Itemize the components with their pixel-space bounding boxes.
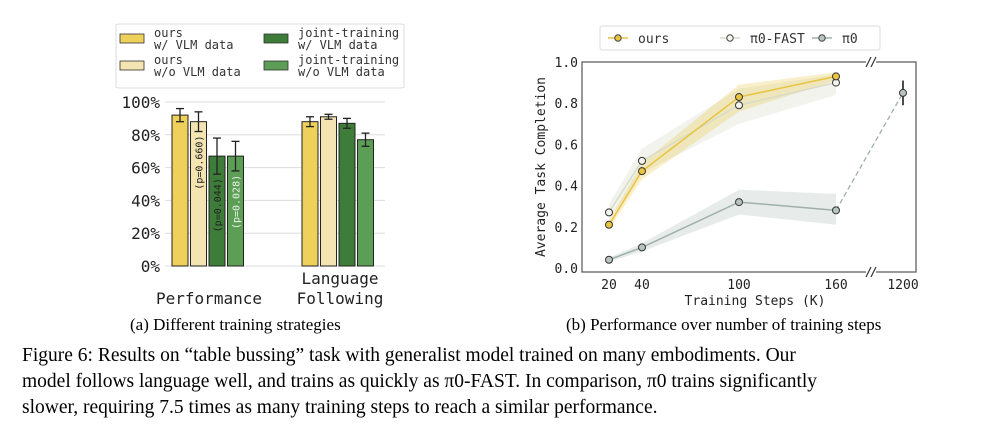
data-point xyxy=(735,198,743,207)
data-point xyxy=(638,156,646,165)
x-category-label: Performance xyxy=(156,289,262,308)
axis-break-mark xyxy=(865,56,872,68)
series-line xyxy=(608,75,837,226)
y-tick-label: 20% xyxy=(131,224,160,243)
axis-break-mark xyxy=(870,56,877,68)
legend-label: w/ VLM data xyxy=(154,38,233,52)
axis-break-mask xyxy=(866,266,876,278)
p-value-label: (p=0.028) xyxy=(232,175,243,229)
y-tick-label: 0.4 xyxy=(555,180,579,195)
x-category-label: Language xyxy=(301,269,378,288)
x-tick-label: 40 xyxy=(634,278,650,293)
p-value-label: (p=0.660) xyxy=(195,136,206,190)
caption-line: Figure 6: Results on “table bussing” tas… xyxy=(22,345,796,366)
confidence-band xyxy=(609,72,836,229)
series-line xyxy=(608,81,837,213)
y-tick-label: 0.6 xyxy=(555,138,578,153)
data-point xyxy=(638,167,646,176)
legend-label: joint-training xyxy=(298,53,399,67)
y-tick-label: 100% xyxy=(121,93,160,112)
legend-label: w/o VLM data xyxy=(154,65,241,79)
bar xyxy=(338,122,356,267)
legend-label: w/o VLM data xyxy=(298,65,385,79)
axis-break-mark xyxy=(870,266,877,278)
line-chart: ours π0-FAST π0 0.0 0.2 0.4 0.6 0.8 1.0 20 40 100 16… xyxy=(534,25,919,309)
axis-break-mark xyxy=(865,266,872,278)
p-value-label: (p=0.044) xyxy=(213,178,224,232)
data-point xyxy=(899,88,907,97)
y-tick-label: 0.8 xyxy=(555,97,578,112)
data-point xyxy=(735,101,743,110)
x-tick-label: 160 xyxy=(824,278,847,293)
y-tick-label: 40% xyxy=(131,191,160,210)
data-point xyxy=(605,220,613,229)
data-point xyxy=(638,243,646,252)
x-tick-label: 100 xyxy=(727,278,750,293)
legend-label: ours xyxy=(154,26,183,40)
extrapolation-line xyxy=(835,92,904,211)
legend-marker xyxy=(726,34,734,42)
legend-swatch xyxy=(263,60,289,71)
data-point xyxy=(735,93,743,102)
legend-swatch xyxy=(119,60,145,71)
axis-break-mask xyxy=(866,56,876,68)
x-tick-label: 1200 xyxy=(887,278,918,293)
legend-box xyxy=(115,23,405,89)
data-point xyxy=(605,208,613,217)
legend-label: ours xyxy=(638,32,669,47)
legend-label: w/ VLM data xyxy=(298,38,377,52)
y-tick-label: 60% xyxy=(131,159,160,178)
bar xyxy=(171,114,189,267)
bar xyxy=(320,116,337,267)
y-tick-label: 0.0 xyxy=(555,262,578,277)
data-point xyxy=(832,206,840,215)
data-point xyxy=(832,72,840,81)
legend-marker xyxy=(818,34,826,42)
x-axis-label: Training Steps (K) xyxy=(685,294,826,309)
y-tick-label: 80% xyxy=(131,126,160,145)
legend-label: ours xyxy=(154,53,183,67)
axes-frame xyxy=(581,61,917,273)
legend-swatch xyxy=(263,33,289,44)
legend-label: π0 xyxy=(842,32,858,47)
figure-caption: Figure 6: Results on “table bussing” tas… xyxy=(22,343,997,421)
data-point xyxy=(605,255,613,264)
caption-line: slower, requiring 7.5 times as many trai… xyxy=(22,397,658,418)
confidence-band xyxy=(609,189,836,262)
x-tick-label: 20 xyxy=(601,278,617,293)
y-tick-label: 0% xyxy=(141,257,161,276)
confidence-band xyxy=(609,74,836,221)
caption-b: (b) Performance over number of training … xyxy=(566,315,882,334)
bar xyxy=(357,139,374,267)
legend-swatch xyxy=(119,33,145,44)
caption-a: (a) Different training strategies xyxy=(130,315,341,334)
y-axis-label: Average Task Completion xyxy=(534,77,549,257)
legend-label: joint-training xyxy=(298,26,399,40)
legend-marker xyxy=(614,34,622,42)
y-tick-label: 0.2 xyxy=(555,221,578,236)
caption-line: model follows language well, and trains … xyxy=(22,371,818,392)
series-line xyxy=(608,201,837,261)
y-tick-label: 1.0 xyxy=(555,56,578,71)
x-category-label: Following xyxy=(297,289,384,308)
bar xyxy=(301,121,319,267)
legend-label: π0-FAST xyxy=(750,32,805,47)
